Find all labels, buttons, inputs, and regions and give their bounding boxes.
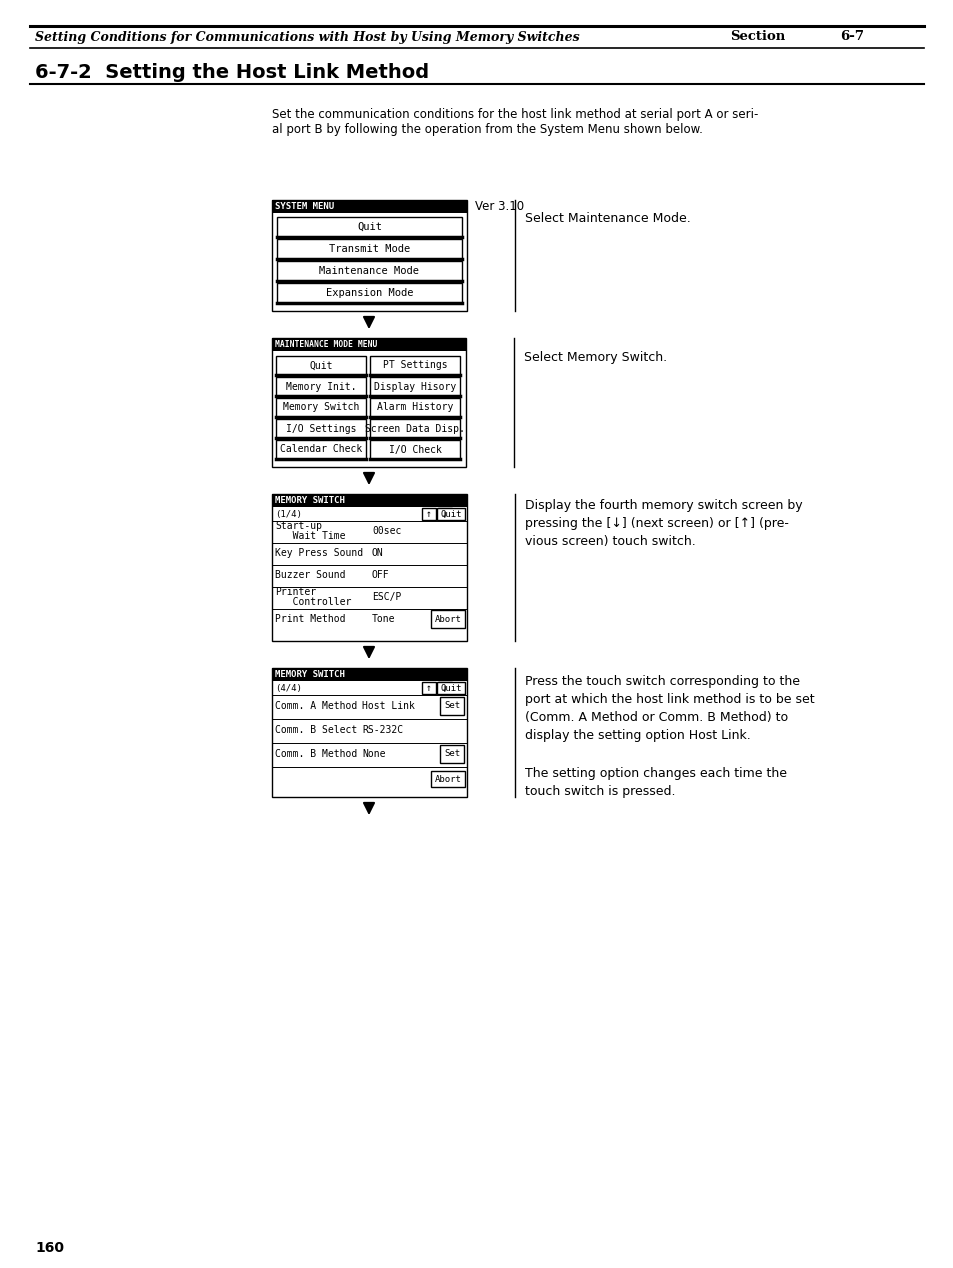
Bar (275, 440, 366, 459)
Bar (421, 508, 436, 520)
Text: Quit: Quit (439, 510, 461, 519)
Bar (437, 682, 452, 694)
Text: PT Settings: PT Settings (382, 360, 447, 370)
Text: Memory Init.: Memory Init. (286, 382, 355, 392)
Text: Press the touch switch corresponding to the
port at which the host link method i: Press the touch switch corresponding to … (524, 675, 814, 742)
Bar (276, 261, 461, 281)
Text: ESC/P: ESC/P (372, 592, 401, 602)
Text: Printer
   Controller: Printer Controller (274, 587, 351, 607)
Text: Quit: Quit (356, 222, 381, 232)
Text: MAINTENANCE MODE MENU: MAINTENANCE MODE MENU (274, 340, 377, 349)
Text: ↓: ↓ (441, 683, 448, 694)
Text: OFF: OFF (372, 571, 389, 579)
Text: Tone: Tone (372, 614, 395, 624)
Text: ↑: ↑ (426, 683, 432, 694)
Text: SYSTEM MENU: SYSTEM MENU (274, 202, 334, 210)
Bar (272, 200, 467, 311)
Bar (276, 238, 461, 259)
Text: Abort: Abort (435, 615, 461, 624)
Bar (370, 356, 459, 375)
Text: I/O Check: I/O Check (388, 445, 441, 454)
Text: 00sec: 00sec (372, 526, 401, 536)
Text: 6-7: 6-7 (840, 30, 863, 43)
Text: 160: 160 (35, 1241, 64, 1255)
Bar (437, 508, 452, 520)
Text: None: None (361, 749, 385, 760)
Text: Set: Set (443, 749, 459, 758)
Text: (4/4): (4/4) (274, 683, 301, 692)
Bar (275, 377, 366, 396)
Text: (1/4): (1/4) (274, 510, 301, 519)
Text: Comm. A Method: Comm. A Method (274, 701, 356, 711)
Text: Quit: Quit (309, 360, 333, 370)
Bar (272, 668, 467, 798)
Text: Key Press Sound: Key Press Sound (274, 548, 363, 558)
Bar (439, 746, 463, 763)
Bar (272, 339, 465, 467)
Bar (421, 682, 436, 694)
Bar (272, 495, 467, 507)
Text: Maintenance Mode: Maintenance Mode (319, 266, 419, 276)
Bar (272, 200, 467, 213)
Text: Comm. B Select: Comm. B Select (274, 725, 356, 735)
Text: Transmit Mode: Transmit Mode (329, 243, 410, 254)
Bar (275, 398, 366, 417)
Text: Section: Section (729, 30, 784, 43)
Text: The setting option changes each time the
touch switch is pressed.: The setting option changes each time the… (524, 767, 786, 799)
Text: Memory Switch: Memory Switch (282, 402, 359, 412)
Bar (439, 697, 463, 715)
Bar (370, 440, 459, 459)
Text: ↑: ↑ (426, 508, 432, 519)
Text: MEMORY SWITCH: MEMORY SWITCH (274, 496, 345, 505)
Bar (275, 418, 366, 437)
Bar (276, 283, 461, 303)
Text: Display Hisory: Display Hisory (374, 382, 456, 392)
Text: Select Maintenance Mode.: Select Maintenance Mode. (524, 212, 690, 224)
Text: Set the communication conditions for the host link method at serial port A or se: Set the communication conditions for the… (272, 108, 758, 136)
Text: Alarm History: Alarm History (376, 402, 453, 412)
Text: Expansion Mode: Expansion Mode (325, 288, 413, 298)
Text: 6-7-2  Setting the Host Link Method: 6-7-2 Setting the Host Link Method (35, 62, 429, 81)
Text: ON: ON (372, 548, 383, 558)
Text: ↓: ↓ (441, 508, 448, 519)
Text: Calendar Check: Calendar Check (279, 445, 362, 454)
Bar (272, 339, 465, 351)
Bar (436, 682, 464, 694)
Bar (436, 508, 464, 520)
Text: Host Link: Host Link (361, 701, 415, 711)
Bar (272, 668, 467, 681)
Bar (275, 356, 366, 375)
Text: Set: Set (443, 701, 459, 710)
Text: Start-up
   Wait Time: Start-up Wait Time (274, 521, 345, 541)
Text: Select Memory Switch.: Select Memory Switch. (523, 351, 666, 364)
Text: RS-232C: RS-232C (361, 725, 403, 735)
Text: Comm. B Method: Comm. B Method (274, 749, 356, 760)
Bar (370, 377, 459, 396)
Text: Display the fourth memory switch screen by
pressing the [↓] (next screen) or [↑]: Display the fourth memory switch screen … (524, 500, 801, 549)
Text: MEMORY SWITCH: MEMORY SWITCH (274, 670, 345, 678)
Text: Ver 3.10: Ver 3.10 (475, 200, 523, 213)
Text: Setting Conditions for Communications with Host by Using Memory Switches: Setting Conditions for Communications wi… (35, 30, 579, 43)
Bar (431, 771, 464, 787)
Text: Screen Data Disp.: Screen Data Disp. (365, 424, 464, 434)
Bar (272, 495, 467, 642)
Text: Quit: Quit (439, 683, 461, 692)
Text: I/O Settings: I/O Settings (286, 424, 355, 434)
Text: Buzzer Sound: Buzzer Sound (274, 571, 345, 579)
Text: Abort: Abort (435, 775, 461, 784)
Bar (370, 418, 459, 437)
Bar (370, 398, 459, 417)
Text: Print Method: Print Method (274, 614, 345, 624)
Bar (276, 217, 461, 237)
Bar (431, 610, 464, 628)
